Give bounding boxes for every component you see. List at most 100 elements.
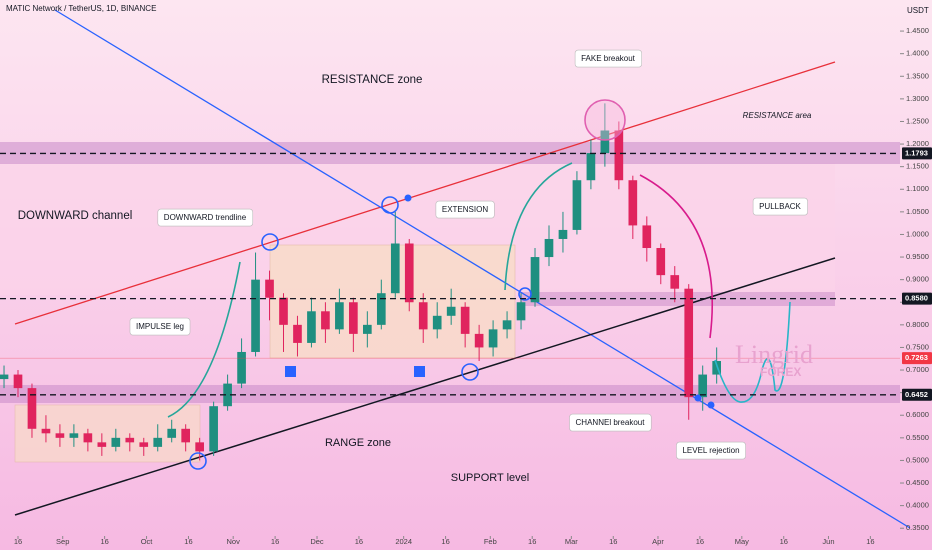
candle-body — [181, 428, 191, 443]
y-tick-label: 1.4500 — [906, 26, 929, 35]
pullback-arrow — [639, 174, 714, 339]
annotations: RESISTANCE zone FAKE breakout RESISTANCE a… — [18, 49, 812, 484]
annotation: CHANNEl breakout — [576, 418, 646, 427]
price-tag-label: 1.1793 — [905, 148, 928, 157]
annotation: IMPULSE leg — [136, 322, 184, 331]
candle-body — [223, 383, 232, 407]
y-tick-label: 1.0500 — [906, 207, 929, 216]
candle-body — [167, 428, 177, 438]
candle-body — [69, 433, 79, 438]
support-band — [0, 385, 900, 403]
extension-arrow — [504, 162, 573, 291]
y-tick-label: 0.8000 — [906, 320, 929, 329]
y-tick-label: 1.2500 — [906, 116, 929, 125]
candle-body — [279, 297, 288, 325]
annotation: RESISTANCE zone — [322, 74, 423, 86]
y-tick-label: 1.1500 — [906, 162, 929, 171]
x-tick-label: 2024 — [395, 537, 412, 546]
price-tag — [902, 147, 932, 160]
candle-body — [125, 437, 135, 443]
candle-body — [516, 302, 526, 321]
candle-body — [195, 442, 204, 452]
candle-body — [698, 374, 708, 398]
fake-breakout-circle — [584, 99, 626, 141]
candle-body — [558, 229, 568, 239]
price-tag — [902, 292, 932, 305]
candle-body — [251, 279, 260, 352]
x-tick-label: Dec — [310, 537, 324, 546]
x-tick-label: Sep — [56, 537, 69, 546]
x-tick-label: Apr — [652, 537, 664, 546]
level-band — [520, 292, 835, 306]
candle-body — [307, 311, 316, 343]
x-tick-label: 16 — [866, 537, 874, 546]
y-tick-label: 0.7500 — [906, 342, 929, 351]
watermark-sub: FOREX — [760, 365, 801, 379]
y-tick-label: 1.1000 — [906, 184, 929, 193]
price-tag-label: 0.6452 — [905, 390, 928, 399]
x-tick-label: Jun — [822, 537, 834, 546]
dot — [694, 394, 702, 402]
dot — [707, 401, 715, 409]
candle-body — [432, 315, 442, 330]
y-tick-label: 0.4500 — [906, 478, 929, 487]
y-tick-label: 0.9000 — [906, 275, 929, 284]
projection-path — [714, 301, 791, 403]
y-tick-label: 1.0000 — [906, 229, 929, 238]
price-tag — [902, 352, 932, 365]
watermark: Lingrid — [735, 340, 813, 369]
y-tick-label: 0.4000 — [906, 501, 929, 510]
x-tick-label: 16 — [355, 537, 363, 546]
resistance-trendline — [14, 61, 836, 325]
candle-body — [502, 320, 512, 330]
x-tick-label: 16 — [441, 537, 449, 546]
candle-body — [139, 442, 149, 447]
price-tag-label: 0.8580 — [905, 294, 928, 303]
candle-body — [446, 306, 456, 316]
x-tick-label: Mar — [565, 537, 578, 546]
annotation: FAKE breakout — [581, 54, 636, 63]
axes: 0.35000.40000.45000.50000.55000.60000.65… — [0, 26, 932, 546]
touch-circle — [189, 452, 207, 470]
dot — [404, 194, 412, 202]
candle-body — [656, 248, 666, 276]
candle-body — [97, 442, 107, 447]
candle-body — [13, 374, 23, 389]
annotation: EXTENSION — [442, 205, 488, 214]
candle-body — [111, 437, 121, 447]
candle-body — [628, 180, 638, 226]
candle-body — [614, 130, 624, 181]
x-tick-label: 16 — [780, 537, 788, 546]
candle-body — [642, 225, 652, 249]
support-trendline — [14, 257, 836, 516]
candle-body — [265, 279, 274, 298]
annotation: PULLBACK — [759, 202, 801, 211]
candle-body — [712, 361, 722, 375]
candle-body — [41, 428, 51, 434]
y-tick-label: 0.6000 — [906, 410, 929, 419]
annotation: DOWNWARD trendline — [164, 213, 247, 222]
y-tick-label: 1.4000 — [906, 49, 929, 58]
candle-body — [460, 306, 470, 334]
touch-circle — [381, 196, 399, 214]
annotation: DOWNWARD channel — [18, 210, 133, 222]
candle-body — [0, 374, 9, 380]
x-tick-label: Feb — [484, 537, 497, 546]
candle-body — [349, 302, 358, 334]
x-tick-label: 16 — [696, 537, 704, 546]
x-tick-label: 16 — [528, 537, 536, 546]
candle-body — [376, 293, 386, 325]
candle-body — [27, 388, 37, 429]
candle-body — [390, 243, 400, 294]
candle-body — [335, 302, 344, 330]
y-tick-label: 1.3000 — [906, 94, 929, 103]
candle-body — [684, 288, 694, 398]
y-tick-label: 0.3500 — [906, 523, 929, 532]
candle-body — [474, 333, 484, 348]
annotation: LEVEL rejection — [682, 446, 739, 455]
annotation-box — [129, 317, 191, 336]
downward-trendline — [54, 9, 911, 529]
candle-body — [209, 406, 218, 452]
x-tick-label: Nov — [227, 537, 241, 546]
